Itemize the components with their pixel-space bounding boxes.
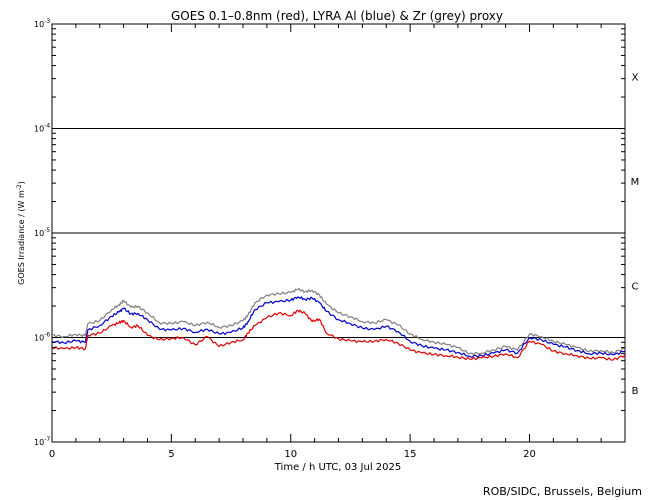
x-tick-label: 0	[49, 449, 55, 460]
y-tick-base: 10	[34, 438, 44, 447]
chart-title: GOES 0.1–0.8nm (red), LYRA Al (blue) & Z…	[171, 9, 503, 23]
y-tick-exponent: -6	[44, 332, 50, 339]
series-lyra-zr-proxy-line	[51, 287, 626, 356]
x-tick-label: 5	[168, 449, 174, 460]
y-axis-label-main: GOES Irradiance / (W m	[17, 190, 26, 285]
y-tick-label: 10-3	[34, 18, 50, 29]
y-axis-ticks: 10-710-610-510-410-3	[34, 18, 625, 447]
y-tick-base: 10	[34, 229, 44, 238]
y-tick-label: 10-5	[34, 227, 50, 238]
data-series	[51, 287, 626, 361]
y-tick-exponent: -7	[44, 436, 50, 443]
y-tick-label: 10-4	[34, 123, 50, 134]
flare-class-label-x: X	[632, 72, 639, 83]
x-tick-label: 20	[523, 449, 536, 460]
flare-class-label-m: M	[631, 177, 640, 188]
x-tick-label: 15	[404, 449, 417, 460]
x-tick-label: 10	[284, 449, 297, 460]
x-axis-label: Time / h UTC, 03 Jul 2025	[274, 462, 402, 473]
y-tick-exponent: -5	[44, 227, 50, 234]
series-goes-0-1-0-8nm-line	[51, 309, 626, 361]
y-tick-label: 10-7	[34, 436, 50, 447]
flare-class-label-b: B	[632, 386, 639, 397]
footer-credit: ROB/SIDC, Brussels, Belgium	[483, 485, 642, 498]
y-tick-base: 10	[34, 125, 44, 134]
y-axis-label-sup: -2	[16, 184, 23, 190]
flare-class-label-c: C	[632, 281, 639, 292]
y-tick-base: 10	[34, 20, 44, 29]
y-tick-base: 10	[34, 334, 44, 343]
x-axis-ticks: 0 5 10 15 20	[49, 24, 626, 460]
y-axis-label: GOES Irradiance / (W m-2)	[16, 181, 26, 285]
flare-class-labels: B C M X	[631, 72, 640, 397]
series-lyra-al-proxy-line	[51, 296, 626, 358]
y-tick-exponent: -3	[44, 18, 50, 25]
y-tick-exponent: -4	[44, 123, 50, 130]
y-axis-label-close: )	[17, 181, 26, 184]
y-tick-label: 10-6	[34, 332, 50, 343]
